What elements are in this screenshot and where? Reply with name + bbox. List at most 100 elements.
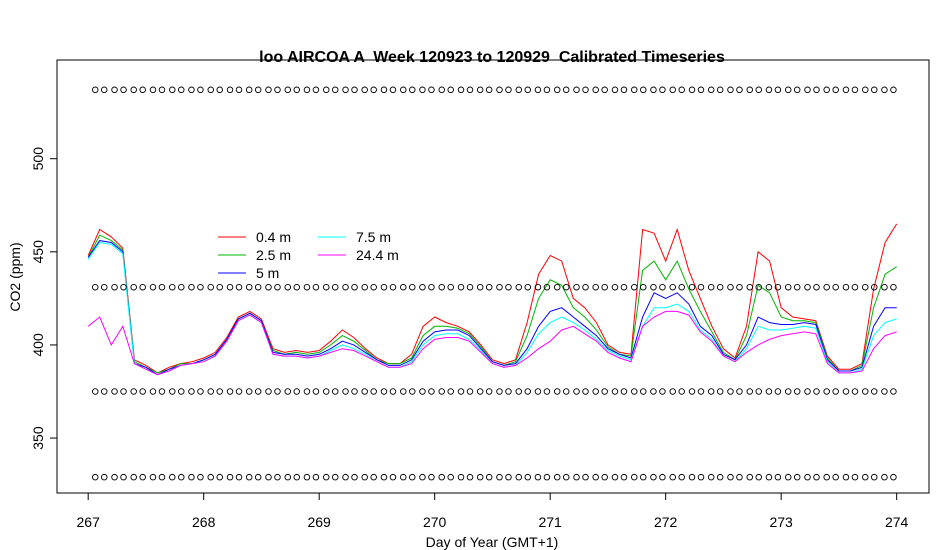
reference-point — [707, 388, 715, 395]
reference-point — [716, 283, 724, 291]
reference-point — [784, 86, 792, 94]
reference-point — [428, 388, 435, 395]
reference-point — [562, 283, 570, 291]
reference-point — [871, 283, 878, 291]
reference-point — [515, 283, 523, 291]
reference-point — [370, 86, 377, 94]
reference-point — [553, 86, 561, 94]
reference-point — [130, 388, 137, 395]
reference-point — [881, 473, 888, 481]
reference-point — [331, 86, 339, 94]
reference-point — [389, 473, 397, 481]
reference-point — [631, 283, 638, 291]
reference-point — [284, 388, 292, 395]
reference-point — [457, 86, 465, 94]
reference-point — [813, 283, 820, 291]
reference-point — [515, 388, 523, 395]
reference-point — [755, 86, 763, 94]
reference-point — [178, 86, 185, 94]
reference-point — [707, 86, 715, 94]
y-tick-label: 400 — [30, 333, 46, 357]
reference-point — [235, 388, 243, 395]
reference-point — [207, 283, 214, 291]
reference-point — [862, 86, 869, 94]
legend-label: 5 m — [256, 265, 279, 281]
reference-point — [496, 473, 503, 481]
reference-point — [265, 473, 272, 481]
reference-point — [235, 86, 243, 94]
reference-point — [746, 388, 754, 395]
reference-point — [245, 86, 253, 94]
reference-point — [505, 473, 512, 481]
reference-point — [293, 86, 301, 94]
reference-point — [284, 283, 292, 291]
reference-point — [697, 283, 705, 291]
reference-point — [331, 388, 339, 395]
reference-point — [120, 388, 127, 395]
reference-point — [139, 86, 146, 94]
reference-point — [169, 86, 176, 94]
reference-point — [265, 283, 272, 291]
reference-point — [842, 283, 850, 291]
reference-point — [611, 86, 619, 94]
reference-point — [139, 283, 146, 291]
reference-point — [553, 283, 561, 291]
reference-point — [727, 283, 734, 291]
reference-point — [226, 283, 234, 291]
reference-point — [389, 86, 397, 94]
reference-point — [216, 86, 223, 94]
reference-point — [582, 473, 589, 481]
reference-point — [409, 388, 416, 395]
reference-point — [245, 283, 253, 291]
reference-point — [158, 86, 166, 94]
reference-point — [890, 388, 897, 395]
reference-point — [303, 388, 311, 395]
reference-point — [793, 283, 801, 291]
reference-point — [592, 473, 599, 481]
reference-point — [669, 388, 676, 395]
reference-point — [620, 86, 628, 94]
legend-label: 7.5 m — [356, 229, 391, 245]
reference-point — [804, 473, 811, 481]
reference-point — [650, 86, 657, 94]
reference-point — [197, 388, 204, 395]
reference-point — [476, 473, 484, 481]
reference-point — [100, 473, 108, 481]
reference-point — [707, 283, 715, 291]
x-tick-label: 271 — [538, 514, 562, 530]
reference-point — [716, 473, 724, 481]
reference-point — [755, 283, 763, 291]
legend-label: 24.4 m — [356, 247, 399, 263]
reference-point — [400, 388, 407, 395]
reference-point — [640, 86, 647, 94]
reference-point — [419, 86, 426, 94]
reference-point — [409, 283, 416, 291]
reference-point — [890, 473, 897, 481]
reference-point — [447, 283, 454, 291]
reference-point — [774, 473, 782, 481]
reference-point — [871, 388, 878, 395]
reference-point — [409, 86, 416, 94]
plot-frame — [56, 59, 930, 494]
reference-point — [688, 283, 696, 291]
reference-point — [100, 388, 108, 395]
reference-point — [736, 473, 743, 481]
reference-point — [235, 283, 243, 291]
reference-point — [862, 388, 869, 395]
reference-point — [650, 473, 657, 481]
y-tick-label: 350 — [30, 426, 46, 450]
reference-point — [351, 473, 358, 481]
reference-point — [226, 86, 234, 94]
reference-point — [862, 283, 869, 291]
reference-point — [784, 283, 792, 291]
reference-point — [331, 473, 339, 481]
reference-point — [669, 283, 676, 291]
reference-point — [178, 283, 185, 291]
reference-point — [871, 86, 878, 94]
reference-point — [881, 283, 888, 291]
reference-point — [543, 86, 551, 94]
reference-point — [158, 283, 166, 291]
reference-point — [139, 388, 146, 395]
reference-point — [485, 283, 493, 291]
